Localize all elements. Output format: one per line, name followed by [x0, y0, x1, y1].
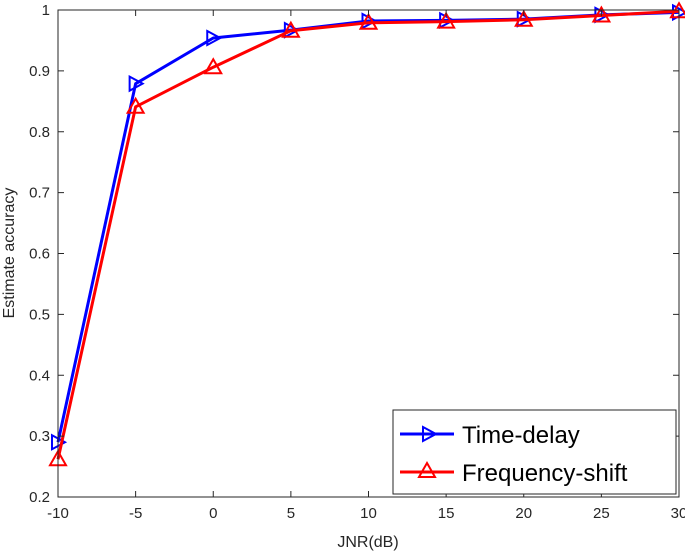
data-point-frequency-shift	[281, 20, 301, 38]
x-tick-label: 30	[671, 505, 685, 522]
legend-box	[392, 409, 677, 495]
y-tick-label: 0.9	[29, 63, 50, 80]
legend-marker-frequency-shift	[417, 460, 437, 478]
legend: Time-delay Frequency-shift	[392, 409, 677, 495]
x-tick-label: 25	[593, 505, 610, 522]
data-point-time-delay	[206, 29, 223, 47]
legend-label-frequency-shift: Frequency-shift	[462, 460, 628, 487]
legend-item-frequency-shift: Frequency-shift	[400, 460, 628, 487]
data-point-frequency-shift	[358, 12, 379, 30]
legend-label-time-delay: Time-delay	[462, 422, 580, 449]
y-tick-label: 0.4	[29, 367, 50, 384]
y-tick-label: 1	[42, 2, 50, 19]
data-point-frequency-shift	[436, 11, 456, 29]
data-point-frequency-shift	[203, 57, 223, 75]
x-tick-label: 20	[515, 505, 532, 522]
x-tick-label: 5	[287, 505, 295, 522]
y-tick-label: 0.8	[29, 124, 50, 141]
data-point-frequency-shift	[514, 9, 534, 27]
data-point-time-delay	[283, 21, 300, 39]
series-line-frequency-shift	[56, 9, 680, 460]
data-point-time-delay	[128, 74, 145, 93]
y-tick-label: 0.7	[29, 185, 50, 202]
x-tick-label: -10	[47, 505, 69, 522]
legend-marker-time-delay	[422, 425, 439, 443]
axes-layer: -10 -5 0 5 10 15 20 25 30 0.2 0.3 0.4 0.5 0.6 0.7 0.8 0.…	[29, 2, 685, 522]
x-tick-label: -5	[129, 505, 142, 522]
x-tick-label: 10	[360, 505, 377, 522]
x-tick-label: 0	[209, 505, 217, 522]
y-tick-label: 0.6	[29, 246, 50, 263]
y-tick-label: 0.5	[29, 306, 50, 323]
x-axis-label: JNR(dB)	[337, 534, 398, 551]
x-tick-label: 15	[438, 505, 455, 522]
legend-item-time-delay: Time-delay	[400, 422, 580, 449]
data-point-frequency-shift	[591, 5, 612, 23]
data-point-frequency-shift	[125, 96, 146, 114]
y-tick-label: 0.3	[29, 428, 50, 445]
y-tick-label: 0.2	[29, 489, 50, 506]
y-axis-label: Estimate accuracy	[1, 188, 18, 319]
